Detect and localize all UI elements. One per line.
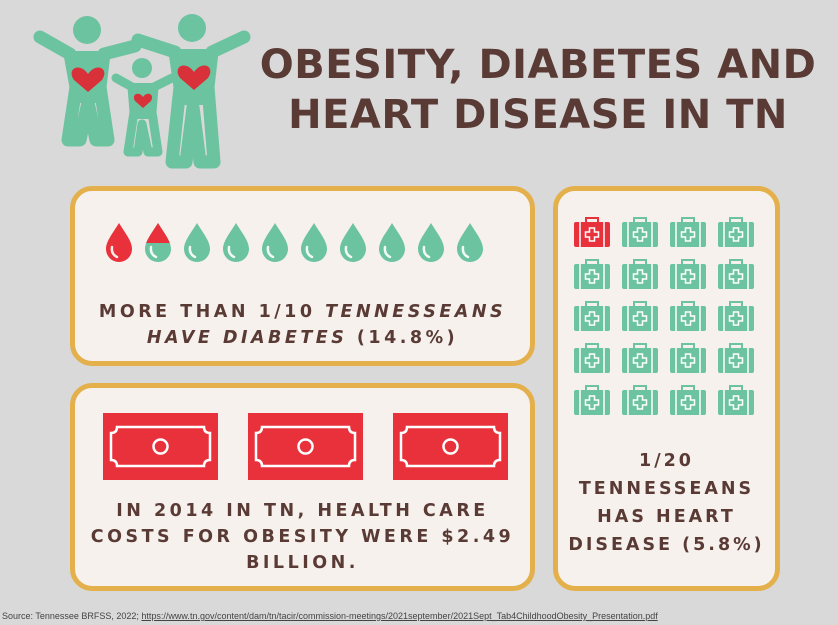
blood-drop-icon [223,223,249,262]
medical-kit-icon [670,343,706,373]
diabetes-caption-italic-2: HAVE DIABETES [146,328,348,348]
medical-kit-icon [622,217,658,247]
medical-kit-icon [622,385,658,415]
dollar-bill-row [103,413,508,480]
cost-caption: IN 2014 IN TN, HEALTH CARE COSTS FOR OBE… [75,498,530,576]
heart-caption-line-4: DISEASE (5.8%) [568,535,765,555]
medical-kit-icon [622,259,658,289]
heart-caption: 1/20 TENNESSEANS HAS HEART DISEASE (5.8%… [558,447,775,559]
blood-drop-icon [301,223,327,262]
diabetes-caption-suffix: (14.8%) [347,328,459,348]
medical-kit-icon [622,301,658,331]
blood-drop-icon [418,223,444,262]
medical-kit-grid [573,216,755,416]
cost-caption-line-1: IN 2014 IN TN, HEALTH CARE [116,501,489,521]
cost-caption-line-3: BILLION. [246,553,359,573]
blood-drop-row [103,221,486,263]
blood-drop-icon [184,223,210,262]
medical-kit-icon [670,217,706,247]
medical-kit-icon [670,301,706,331]
heart-caption-line-3: HAS HEART [597,507,736,527]
medical-kit-icon [574,217,610,247]
dollar-bill-icon [393,413,508,480]
dollar-bill-icon [248,413,363,480]
diabetes-caption-italic-1: TENNESSEANS [325,302,507,322]
source-prefix: Source: Tennessee BRFSS, 2022; [2,611,142,621]
title-line-2: HEART DISEASE IN TN [288,92,788,138]
source-link[interactable]: https://www.tn.gov/content/dam/tn/tacir/… [141,611,658,621]
blood-drop-icon [262,223,288,262]
blood-drop-icon [145,223,171,262]
medical-kit-icon [718,259,754,289]
medical-kit-icon [574,385,610,415]
family-hearts-icon [33,14,251,169]
blood-drop-icon [457,223,483,262]
diabetes-caption: MORE THAN 1/10 TENNESSEANS HAVE DIABETES… [75,299,530,351]
medical-kit-icon [718,385,754,415]
heart-caption-line-2: TENNESSEANS [578,479,755,499]
medical-kit-icon [574,301,610,331]
medical-kit-icon [622,343,658,373]
medical-kit-icon [574,343,610,373]
medical-kit-icon [718,343,754,373]
medical-kit-icon [574,259,610,289]
blood-drop-icon [106,223,132,262]
blood-drop-icon [379,223,405,262]
family-hearts-logo [30,12,255,172]
title-line-1: OBESITY, DIABETES AND [259,42,817,88]
heart-caption-line-1: 1/20 [639,451,694,471]
medical-kit-icon [670,259,706,289]
diabetes-caption-prefix: MORE THAN 1/10 [98,302,326,322]
medical-kit-icon [718,217,754,247]
blood-drop-icon [340,223,366,262]
medical-kit-icon [670,385,706,415]
source-note: Source: Tennessee BRFSS, 2022; https://w… [2,611,658,621]
obesity-cost-card: IN 2014 IN TN, HEALTH CARE COSTS FOR OBE… [70,383,535,591]
medical-kit-icon [718,301,754,331]
page-title: OBESITY, DIABETES AND HEART DISEASE IN T… [258,40,818,140]
dollar-bill-icon [103,413,218,480]
diabetes-card: MORE THAN 1/10 TENNESSEANS HAVE DIABETES… [70,186,535,366]
cost-caption-line-2: COSTS FOR OBESITY WERE $2.49 [90,527,515,547]
heart-disease-card: 1/20 TENNESSEANS HAS HEART DISEASE (5.8%… [553,186,780,591]
